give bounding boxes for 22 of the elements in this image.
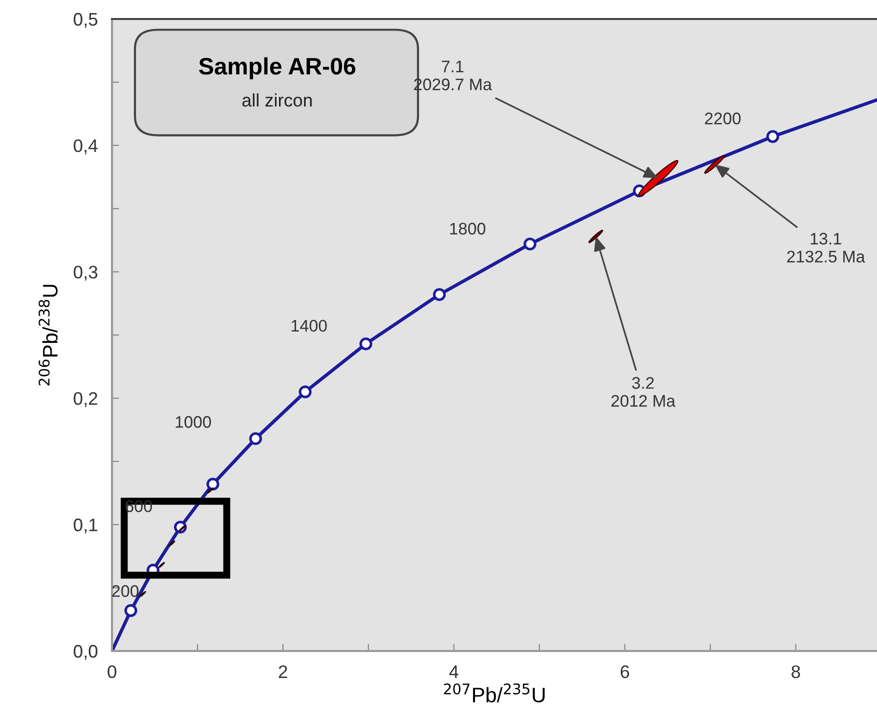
annotation: 3.2 2012 Ma bbox=[611, 377, 676, 407]
annotation: 1400 bbox=[292, 320, 327, 332]
y-axis-title: $^{206}$Pb/$^{238}$U bbox=[38, 284, 58, 386]
y-tick-label: 0,4 bbox=[74, 139, 98, 154]
annotation: 200 bbox=[112, 585, 138, 597]
x-tick-label: 6 bbox=[620, 665, 630, 678]
text: all zircon bbox=[242, 93, 312, 107]
annotation: 1800 bbox=[450, 222, 486, 235]
y-tick-label: 0,0 bbox=[74, 644, 98, 660]
annotation: 13.1 2132.5 Ma bbox=[787, 232, 866, 263]
y-tick-label: 0,2 bbox=[74, 392, 98, 408]
x-tick-label: 4 bbox=[449, 666, 458, 678]
x-axis-title: $^{207}$Pb/$^{235}$U bbox=[444, 683, 545, 702]
annotation: 2200 bbox=[705, 112, 741, 124]
text: Sample AR-06 bbox=[198, 57, 356, 80]
x-tick-label: 2 bbox=[278, 665, 288, 678]
y-tick-label: 0,5 bbox=[74, 12, 98, 28]
y-tick-label: 0,3 bbox=[74, 266, 98, 281]
x-tick-label: 8 bbox=[792, 665, 800, 678]
annotation: 1000 bbox=[176, 416, 211, 428]
x-tick-label: 0 bbox=[108, 665, 116, 678]
y-tick-label: 0,1 bbox=[74, 518, 98, 534]
